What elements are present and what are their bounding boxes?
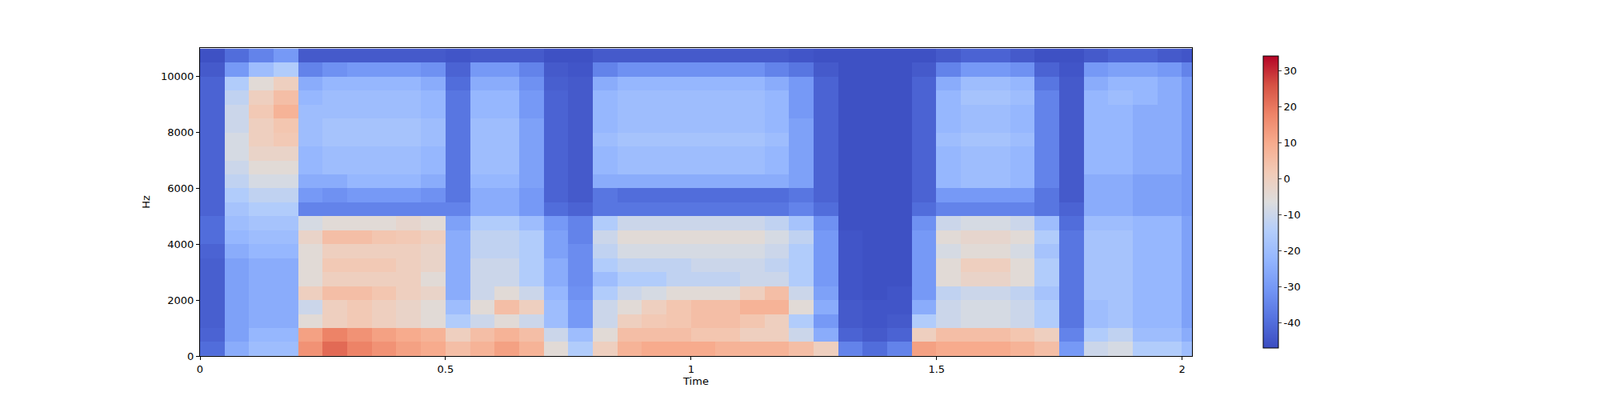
svg-text:4000: 4000 xyxy=(167,238,194,251)
svg-text:30: 30 xyxy=(1284,64,1298,77)
svg-text:8000: 8000 xyxy=(167,126,194,139)
svg-text:-10: -10 xyxy=(1284,208,1301,221)
svg-text:0: 0 xyxy=(1284,172,1291,185)
svg-text:-40: -40 xyxy=(1284,316,1301,329)
svg-text:6000: 6000 xyxy=(167,182,194,195)
svg-text:2000: 2000 xyxy=(167,294,194,307)
svg-text:0: 0 xyxy=(196,363,204,376)
svg-text:0: 0 xyxy=(187,350,194,363)
svg-text:2: 2 xyxy=(1179,363,1186,376)
svg-text:Time: Time xyxy=(682,375,709,388)
svg-text:0.5: 0.5 xyxy=(437,363,455,376)
svg-text:-20: -20 xyxy=(1284,244,1301,257)
svg-text:10000: 10000 xyxy=(160,70,194,83)
svg-text:1: 1 xyxy=(688,363,695,376)
svg-text:1.5: 1.5 xyxy=(928,363,945,376)
svg-text:-30: -30 xyxy=(1284,280,1301,293)
svg-text:Hz: Hz xyxy=(140,195,152,209)
svg-text:20: 20 xyxy=(1284,100,1298,113)
svg-text:10: 10 xyxy=(1284,136,1298,149)
